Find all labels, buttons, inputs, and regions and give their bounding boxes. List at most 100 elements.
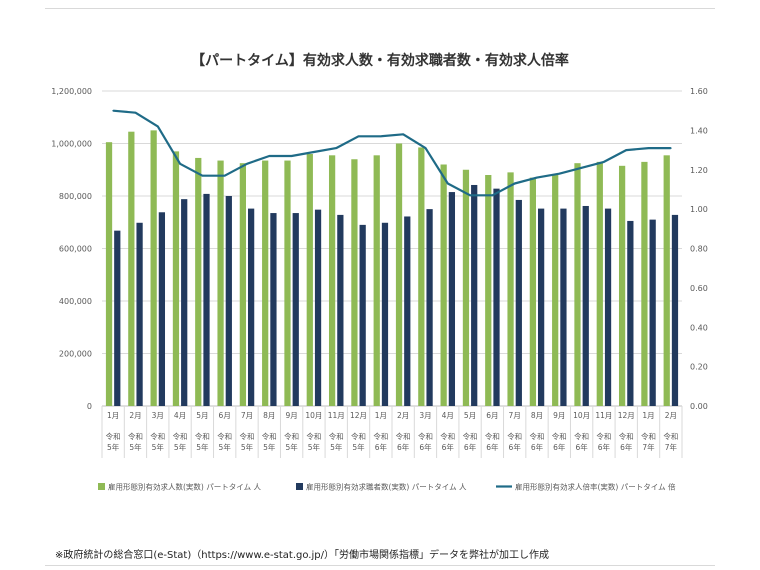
x-year-label: 6年 <box>464 442 477 452</box>
bottom-divider <box>45 565 715 566</box>
x-era-label: 令和 <box>440 431 455 441</box>
line-ratio-point <box>223 174 226 177</box>
y-right-tick-label: 1.60 <box>690 87 708 96</box>
x-month-label: 10月 <box>573 411 590 420</box>
bar-job-seekers <box>404 216 411 406</box>
y-left-tick-label: 600,000 <box>59 245 92 254</box>
line-ratio-point <box>603 161 605 163</box>
x-era-label: 令和 <box>284 431 299 441</box>
line-ratio-point <box>201 174 204 177</box>
x-era-label: 令和 <box>217 431 232 441</box>
x-year-label: 6年 <box>531 442 544 452</box>
bar-job-seekers <box>582 205 589 406</box>
x-month-label: 1月 <box>107 411 119 420</box>
bar-job-openings <box>485 175 492 406</box>
x-year-label: 5年 <box>107 442 120 452</box>
x-era-label: 令和 <box>530 431 545 441</box>
x-era-label: 令和 <box>507 431 522 441</box>
bar-job-openings <box>440 164 447 406</box>
x-era-label: 令和 <box>240 431 255 441</box>
bar-job-openings <box>172 151 180 406</box>
x-month-label: 3月 <box>419 411 431 420</box>
line-ratio <box>113 109 671 197</box>
bar-job-openings <box>105 142 113 406</box>
line-ratio-point <box>112 109 114 112</box>
x-month-label: 11月 <box>595 411 612 420</box>
bar-job-openings <box>306 154 313 406</box>
x-era-label: 令和 <box>663 431 678 441</box>
line-ratio-point <box>625 149 628 151</box>
x-month-label: 4月 <box>174 411 186 420</box>
line-ratio-point <box>513 182 516 185</box>
x-month-label: 6月 <box>219 411 231 420</box>
x-year-label: 5年 <box>352 442 365 452</box>
y-left-tick-label: 1,200,000 <box>51 87 92 96</box>
x-year-label: 6年 <box>419 442 432 452</box>
line-ratio-point <box>424 147 427 149</box>
y-right-tick-label: 1.20 <box>690 166 708 175</box>
line-ratio-point <box>313 151 315 153</box>
bar-job-seekers <box>381 222 389 406</box>
x-era-label: 令和 <box>150 431 165 441</box>
y-right-tick-label: 0.60 <box>690 284 708 293</box>
line-ratio-point <box>446 182 449 185</box>
line-ratio-point <box>134 111 137 114</box>
x-month-label: 12月 <box>618 411 635 420</box>
x-year-label: 5年 <box>308 442 321 452</box>
y-right-tick-label: 0.20 <box>690 363 708 372</box>
y-right-tick-label: 0.80 <box>690 245 708 254</box>
line-ratio-point <box>558 172 561 175</box>
source-footnote: ※政府統計の総合窓口(e-Stat)（https://www.e-stat.go… <box>55 550 549 561</box>
bar-job-seekers <box>448 192 456 406</box>
bar-job-openings <box>641 161 648 406</box>
line-ratio-point <box>647 147 650 149</box>
x-era-label: 令和 <box>552 431 567 441</box>
bar-job-seekers <box>560 208 567 406</box>
bar-job-seekers <box>426 209 433 406</box>
x-month-label: 9月 <box>285 411 297 420</box>
y-left-tick-label: 200,000 <box>59 350 92 359</box>
line-ratio-point <box>469 194 471 197</box>
bar-job-openings <box>552 175 559 406</box>
x-era-label: 令和 <box>596 431 611 441</box>
x-era-label: 令和 <box>418 431 433 441</box>
line-ratio-point <box>491 194 494 197</box>
bar-job-seekers <box>225 196 232 406</box>
y-right-tick-label: 1.00 <box>690 205 708 214</box>
line-ratio-point <box>156 125 159 128</box>
line-ratio-point <box>402 133 404 136</box>
y-right-tick-label: 0.00 <box>690 402 708 411</box>
y-left-tick-label: 800,000 <box>59 192 92 201</box>
x-year-label: 6年 <box>553 442 566 452</box>
x-era-label: 令和 <box>195 431 210 441</box>
bar-job-openings <box>328 155 336 406</box>
bar-job-seekers <box>203 193 210 406</box>
bar-job-openings <box>373 155 380 406</box>
bar-job-seekers <box>337 214 344 406</box>
x-era-label: 令和 <box>485 431 500 441</box>
bar-job-openings <box>507 172 514 406</box>
bar-job-openings <box>284 160 291 406</box>
x-era-label: 令和 <box>306 431 321 441</box>
bar-job-seekers <box>158 212 166 406</box>
x-era-label: 令和 <box>619 431 634 441</box>
chart-title: 【パートタイム】有効求人数・有効求職者数・有効求人倍率 <box>191 53 569 69</box>
line-ratio-point <box>179 163 181 165</box>
line-ratio-point <box>246 163 248 165</box>
y-left-tick-label: 1,000,000 <box>51 140 92 149</box>
x-month-label: 2月 <box>397 411 409 420</box>
bar-job-seekers <box>604 208 612 406</box>
bar-job-seekers <box>292 213 299 406</box>
x-month-label: 12月 <box>350 411 367 420</box>
legend-label-ratio: 雇用形態別有効求人倍率(実数) パートタイム 倍 <box>515 482 676 492</box>
legend-label-seekers: 雇用形態別有効求職者数(実数) パートタイム 人 <box>306 482 467 492</box>
x-month-label: 8月 <box>531 411 543 420</box>
bar-job-seekers <box>493 188 500 406</box>
bar-job-seekers <box>181 199 188 406</box>
x-year-label: 6年 <box>375 442 388 452</box>
bar-job-seekers <box>627 220 634 406</box>
x-year-label: 5年 <box>330 442 343 452</box>
bar-job-openings <box>239 163 246 406</box>
x-month-label: 2月 <box>129 411 141 420</box>
x-year-label: 5年 <box>241 442 254 452</box>
